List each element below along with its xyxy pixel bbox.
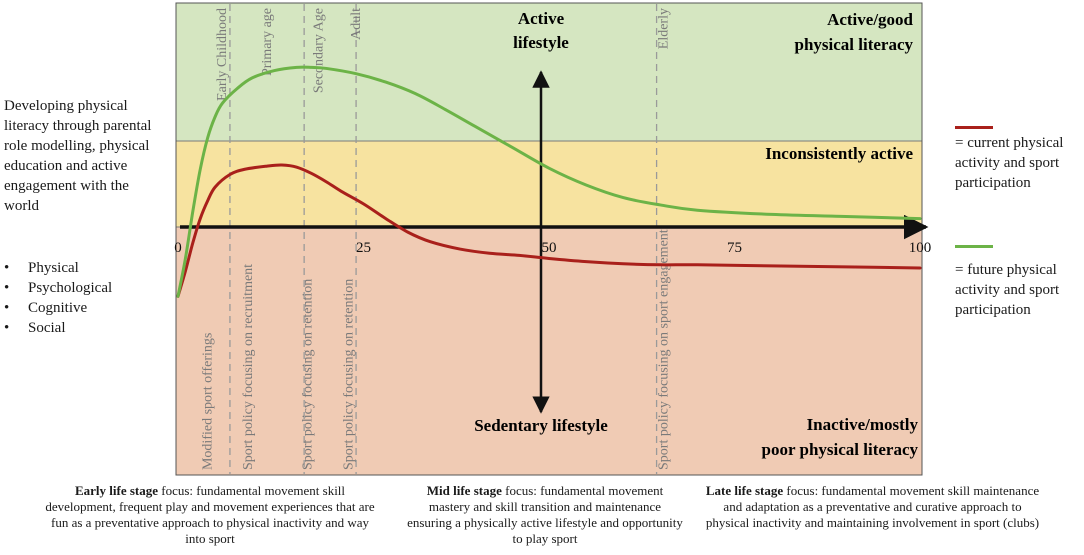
band-label-inactive-line1: Inactive/mostly bbox=[807, 415, 919, 434]
x-tick-label-100: 100 bbox=[909, 240, 932, 256]
sedentary-lifestyle-label: Sedentary lifestyle bbox=[474, 416, 608, 435]
caption-late-body: focus: fundamental movement skill mainte… bbox=[705, 483, 1040, 530]
x-tick-label-50: 50 bbox=[542, 240, 557, 256]
band-label-active-line1: Active/good bbox=[827, 10, 913, 29]
x-tick-label-0: 0 bbox=[174, 240, 182, 256]
caption-early-title: Early life stage bbox=[74, 483, 159, 498]
band-inactive bbox=[176, 227, 922, 475]
band-label-inconsistent: Inconsistently active bbox=[765, 144, 913, 163]
legend-future-swatch bbox=[955, 245, 993, 248]
bullet-social: Social bbox=[4, 318, 112, 338]
stage-label-1: Primary age bbox=[260, 8, 275, 76]
caption-mid-life: Mid life stage focus: fundamental moveme… bbox=[405, 483, 685, 547]
active-lifestyle-line1: Active bbox=[518, 9, 565, 28]
caption-late-life: Late life stage focus: fundamental movem… bbox=[705, 483, 1040, 531]
policy-label-0: Modified sport offerings bbox=[200, 333, 215, 470]
legend-future-label: = future physical activity and sport par… bbox=[955, 262, 1060, 318]
left-description: Developing physical literacy through par… bbox=[4, 98, 152, 214]
policy-label-3: Sport policy focusing on retention bbox=[341, 279, 356, 470]
bullet-psychological: Psychological bbox=[4, 278, 112, 298]
literacy-domains-list: Physical Psychological Cognitive Social bbox=[4, 258, 112, 338]
x-tick-label-75: 75 bbox=[727, 240, 742, 256]
active-lifestyle-line2: lifestyle bbox=[513, 33, 569, 52]
stage-label-4: Elderly bbox=[657, 8, 672, 49]
band-label-inactive-line2: poor physical literacy bbox=[762, 440, 919, 459]
caption-early-body: focus: fundamental movement skill develo… bbox=[45, 483, 375, 546]
future-activity-curve bbox=[176, 65, 922, 298]
band-label-active-line2: physical literacy bbox=[794, 35, 913, 54]
caption-early-life: Early life stage focus: fundamental move… bbox=[40, 483, 380, 547]
policy-label-2: Sport policy focusing on retention bbox=[301, 279, 316, 470]
bullet-physical: Physical bbox=[4, 258, 112, 278]
caption-mid-title: Mid life stage bbox=[426, 483, 502, 498]
legend-current-label: = current physical activity and sport pa… bbox=[955, 135, 1064, 191]
policy-label-1: Sport policy focusing on recruitment bbox=[241, 264, 256, 470]
x-tick-label-25: 25 bbox=[356, 240, 371, 256]
stage-label-3: Adult bbox=[349, 8, 364, 40]
current-activity-curve bbox=[176, 163, 922, 298]
legend-current-swatch bbox=[955, 126, 993, 129]
caption-mid-body: focus: fundamental movement mastery and … bbox=[407, 483, 683, 546]
policy-label-4: Sport policy focusing on sport engagemen… bbox=[657, 229, 672, 470]
stage-label-0: Early Childhood bbox=[215, 8, 230, 101]
bullet-cognitive: Cognitive bbox=[4, 298, 112, 318]
caption-late-title: Late life stage bbox=[705, 483, 784, 498]
stage-label-2: Secondary Age bbox=[312, 8, 327, 93]
